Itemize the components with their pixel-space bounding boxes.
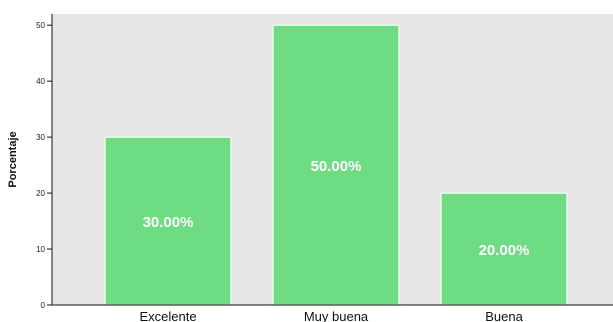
- data-labels: 30.00% 50.00% 20.00%: [143, 158, 530, 259]
- y-axis-title: Porcentaje: [7, 131, 19, 187]
- bars: [104, 24, 568, 306]
- x-axis-labels: Excelente Muy buena Buena: [139, 309, 523, 322]
- y-tick-label-0: 0: [41, 301, 46, 310]
- bar-excelente: [104, 136, 232, 306]
- y-tick-label-20: 20: [36, 189, 45, 198]
- y-tick-label-50: 50: [36, 21, 45, 30]
- y-axis-ticks: 0 10 20 30 40 50: [36, 21, 52, 310]
- data-label-buena: 20.00%: [479, 242, 530, 259]
- data-label-excelente: 30.00%: [143, 214, 194, 231]
- y-tick-label-40: 40: [36, 77, 45, 86]
- x-tick-label-muy-buena: Muy buena: [304, 309, 369, 322]
- y-tick-label-30: 30: [36, 133, 45, 142]
- data-label-muy-buena: 50.00%: [311, 158, 362, 175]
- y-tick-label-10: 10: [36, 245, 45, 254]
- x-tick-label-excelente: Excelente: [139, 309, 196, 322]
- x-tick-label-buena: Buena: [485, 309, 523, 322]
